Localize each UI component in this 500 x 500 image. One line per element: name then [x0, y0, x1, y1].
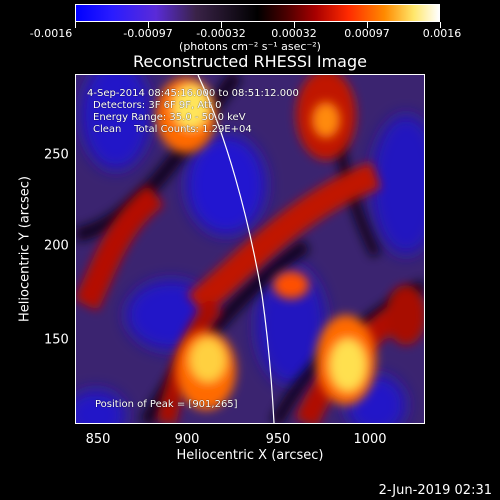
colorbar	[75, 4, 440, 22]
colorbar-tick	[148, 22, 149, 28]
image-plot-area: 4-Sep-2014 08:45:16.000 to 08:51:12.000 …	[75, 74, 425, 424]
colorbar-tick-label: -0.00097	[123, 27, 173, 40]
y-tick-label: 200	[44, 238, 69, 254]
colorbar-tick	[294, 22, 295, 28]
colorbar-tick-label: -0.00032	[196, 27, 246, 40]
colorbar-tick-label: 0.00032	[271, 27, 317, 40]
annotation-time-range: 4-Sep-2014 08:45:16.000 to 08:51:12.000	[87, 88, 299, 99]
y-tick-label: 150	[44, 332, 69, 348]
x-tick-label: 950	[265, 432, 291, 447]
annotation-clean-counts: Clean Total Counts: 1.29E+04	[93, 124, 252, 135]
y-axis-label: Heliocentric Y (arcsec)	[17, 176, 33, 322]
x-tick-label: 1000	[353, 432, 387, 447]
colorbar-tick-label: -0.0016	[29, 27, 73, 40]
x-tick-label: 850	[85, 432, 111, 447]
colorbar-tick	[75, 22, 76, 28]
rhessi-heatmap	[76, 75, 424, 423]
colorbar-units: (photons cm⁻² s⁻¹ asec⁻²)	[179, 40, 321, 53]
x-tick-label: 900	[174, 432, 200, 447]
colorbar-tick-label: 0.0016	[422, 27, 462, 40]
solar-limb-line	[197, 75, 275, 423]
x-axis-label: Heliocentric X (arcsec)	[176, 448, 324, 463]
hot-spots	[156, 77, 376, 410]
plot-title: Reconstructed RHESSI Image	[133, 52, 367, 71]
colorbar-tick	[440, 22, 441, 28]
annotation-energy-range: Energy Range: 35.0 - 50.0 keV	[93, 112, 246, 123]
colorbar-tick	[367, 22, 368, 28]
colorbar-tick	[221, 22, 222, 28]
y-tick-label: 250	[44, 147, 69, 163]
annotation-detectors: Detectors: 3F 6F 9F, Att 0	[93, 100, 222, 111]
annotation-peak-position: Position of Peak = [901,265]	[95, 399, 238, 410]
colorbar-tick-label: 0.00097	[344, 27, 390, 40]
footer-date: 2-Jun-2019 02:31	[378, 483, 492, 498]
